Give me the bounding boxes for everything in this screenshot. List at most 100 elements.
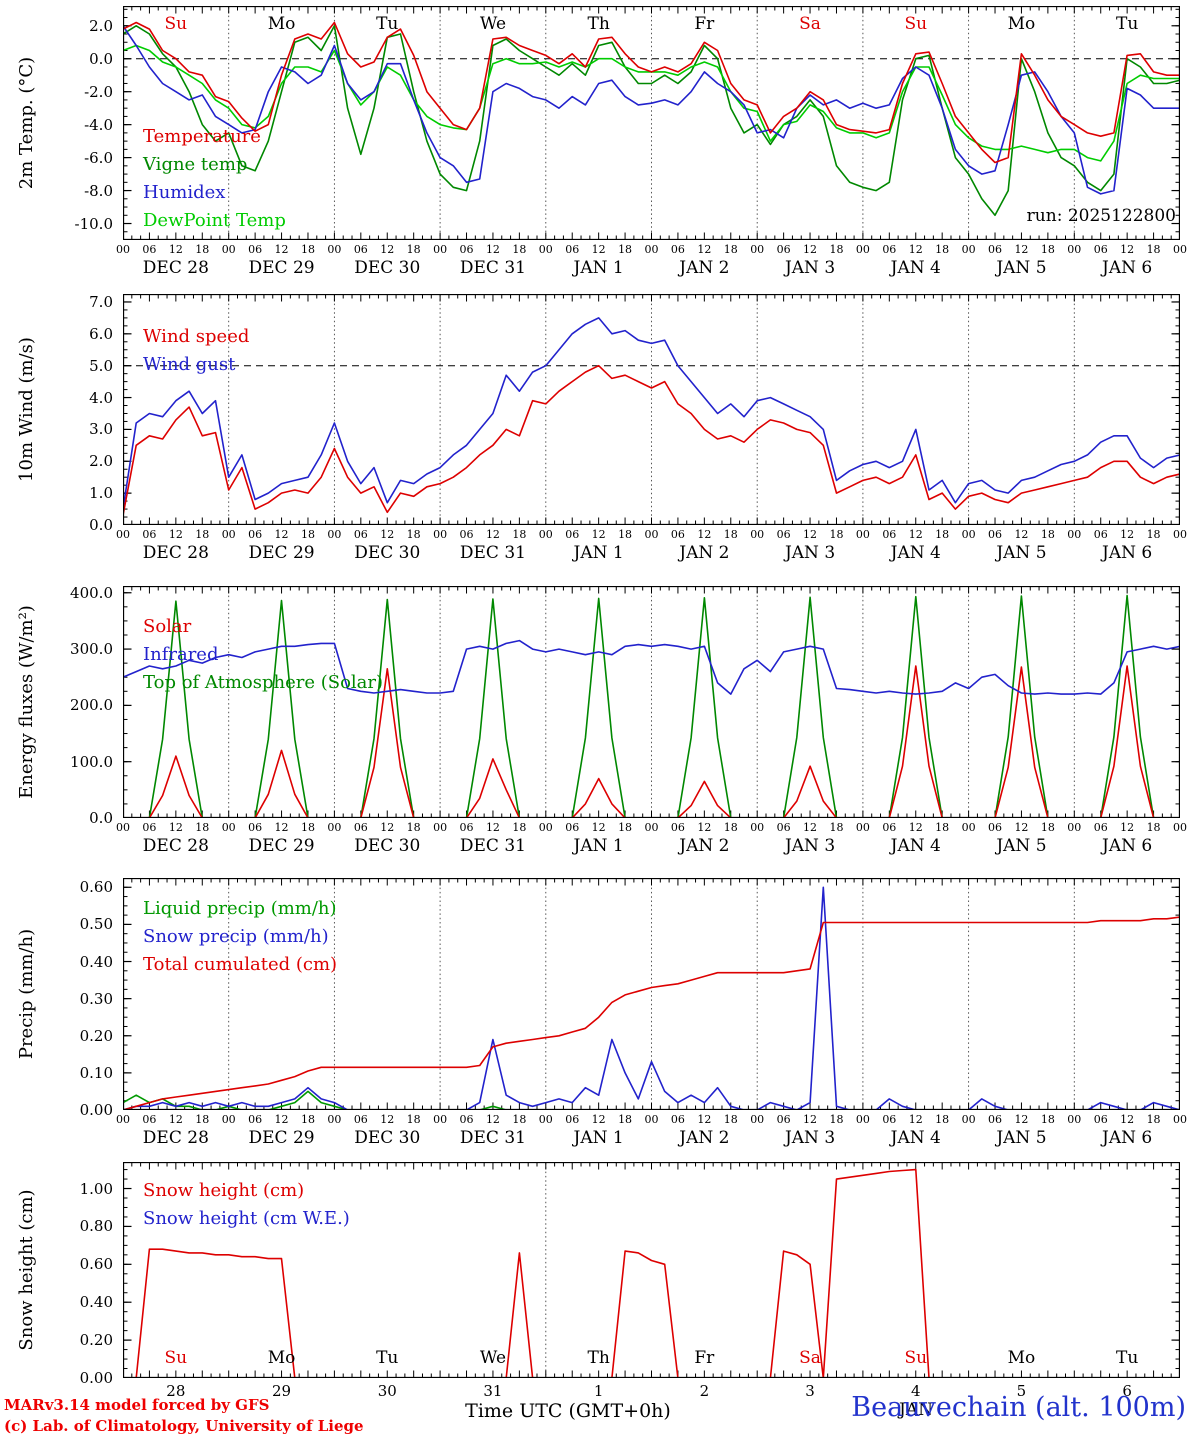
hour-tick-label: 06 — [248, 243, 263, 256]
hour-tick-label: 18 — [300, 821, 315, 834]
hour-tick-label: 00 — [1173, 243, 1187, 256]
legend-item: Wind speed — [143, 326, 250, 347]
hour-tick-label: 06 — [988, 1113, 1003, 1126]
y-tick-label: 1.0 — [89, 484, 113, 503]
legend-item: Liquid precip (mm/h) — [143, 898, 337, 919]
hour-tick-label: 12 — [803, 243, 818, 256]
date-label: JAN 4 — [890, 836, 941, 856]
hour-tick-label: 12 — [697, 1113, 712, 1126]
legend-item: Solar — [143, 616, 192, 637]
hour-tick-label: 18 — [829, 821, 844, 834]
date-label: JAN 4 — [890, 543, 941, 563]
hour-tick-label: 12 — [485, 821, 500, 834]
legend-item: DewPoint Temp — [143, 210, 286, 231]
hour-tick-label: 18 — [512, 243, 527, 256]
hour-tick-label: 00 — [1067, 821, 1082, 834]
hour-tick-label: 00 — [750, 821, 765, 834]
hour-tick-label: 12 — [485, 243, 500, 256]
hour-tick-label: 00 — [327, 1113, 342, 1126]
day-of-week-label: Fr — [694, 14, 715, 34]
day-number-label: 3 — [805, 1382, 815, 1400]
date-label: JAN 1 — [573, 543, 624, 563]
y-tick-label: 2.0 — [89, 16, 113, 35]
hour-tick-label: 00 — [750, 1113, 765, 1126]
day-number-label: 29 — [272, 1382, 292, 1400]
date-label: DEC 28 — [142, 543, 209, 563]
date-label: JAN 3 — [784, 258, 836, 278]
hour-tick-label: 12 — [1120, 528, 1135, 541]
hour-tick-label: 06 — [882, 1113, 897, 1126]
precip-plot — [123, 878, 1180, 1110]
hour-tick-label: 12 — [168, 243, 183, 256]
energy-fluxes-plot — [123, 586, 1180, 818]
hour-tick-label: 00 — [644, 821, 659, 834]
legend-item: Humidex — [143, 182, 226, 203]
hour-tick-label: 06 — [988, 821, 1003, 834]
hour-tick-label: 06 — [459, 528, 474, 541]
y-tick-label: 3.0 — [89, 420, 113, 439]
hour-tick-label: 18 — [829, 243, 844, 256]
date-label: JAN 2 — [679, 543, 730, 563]
date-label: DEC 28 — [142, 258, 209, 278]
day-of-week-label: Su — [904, 1348, 928, 1368]
y-tick-label: 300.0 — [70, 640, 113, 659]
y-tick-label: 0.0 — [89, 49, 113, 68]
date-label: JAN 5 — [996, 258, 1047, 278]
hour-tick-label: 00 — [750, 243, 765, 256]
date-label: JAN 3 — [784, 836, 836, 856]
hour-tick-label: 06 — [248, 1113, 263, 1126]
hour-tick-label: 12 — [591, 243, 606, 256]
y-tick-label: 2.0 — [89, 452, 113, 471]
hour-tick-label: 18 — [1146, 1113, 1161, 1126]
date-label: JAN 5 — [996, 836, 1047, 856]
hour-tick-label: 12 — [908, 1113, 923, 1126]
hour-tick-label: 18 — [618, 243, 633, 256]
hour-tick-label: 18 — [300, 243, 315, 256]
legend-item: Total cumulated (cm) — [143, 954, 338, 975]
hour-tick-label: 06 — [565, 1113, 580, 1126]
hour-tick-label: 12 — [274, 821, 289, 834]
hour-tick-label: 00 — [961, 821, 976, 834]
y-tick-label: -10.0 — [74, 214, 113, 233]
hour-tick-label: 06 — [776, 243, 791, 256]
date-label: JAN 2 — [679, 258, 730, 278]
hour-tick-label: 18 — [195, 528, 210, 541]
hour-tick-label: 12 — [697, 528, 712, 541]
date-label: JAN 1 — [573, 1128, 624, 1148]
hour-tick-label: 12 — [485, 1113, 500, 1126]
hour-tick-label: 00 — [221, 1113, 236, 1126]
day-of-week-label: Tu — [376, 1348, 399, 1368]
hour-tick-label: 18 — [300, 528, 315, 541]
hour-tick-label: 18 — [195, 821, 210, 834]
hour-tick-label: 18 — [512, 528, 527, 541]
model-credit-line2: (c) Lab. of Climatology, University of L… — [4, 1417, 364, 1435]
date-label: DEC 31 — [459, 543, 526, 563]
hour-tick-label: 12 — [380, 528, 395, 541]
day-number-label: 1 — [593, 1382, 604, 1400]
hour-tick-label: 12 — [1120, 821, 1135, 834]
hour-tick-label: 12 — [697, 243, 712, 256]
hour-tick-label: 18 — [618, 821, 633, 834]
date-label: JAN 6 — [1102, 1128, 1153, 1148]
hour-tick-label: 06 — [565, 243, 580, 256]
hour-tick-label: 00 — [961, 1113, 976, 1126]
day-of-week-label: Su — [164, 1348, 188, 1368]
hour-tick-label: 18 — [618, 1113, 633, 1126]
hour-tick-label: 18 — [723, 1113, 738, 1126]
day-of-week-label: Su — [904, 14, 928, 34]
hour-tick-label: 12 — [1014, 528, 1029, 541]
day-of-week-label: Tu — [1115, 1348, 1139, 1368]
hour-tick-label: 12 — [803, 528, 818, 541]
hour-tick-label: 00 — [1067, 1113, 1082, 1126]
date-label: JAN 4 — [890, 258, 941, 278]
hour-tick-label: 00 — [116, 821, 130, 834]
hour-tick-label: 06 — [1093, 1113, 1108, 1126]
day-number-label: 5 — [1016, 1382, 1027, 1400]
hour-tick-label: 18 — [406, 243, 421, 256]
hour-tick-label: 00 — [855, 821, 870, 834]
hour-tick-label: 06 — [565, 528, 580, 541]
legend-item: Infrared — [143, 644, 219, 665]
hour-tick-label: 12 — [803, 821, 818, 834]
y-tick-label: 0.20 — [79, 1331, 113, 1350]
hour-tick-label: 00 — [1173, 528, 1187, 541]
